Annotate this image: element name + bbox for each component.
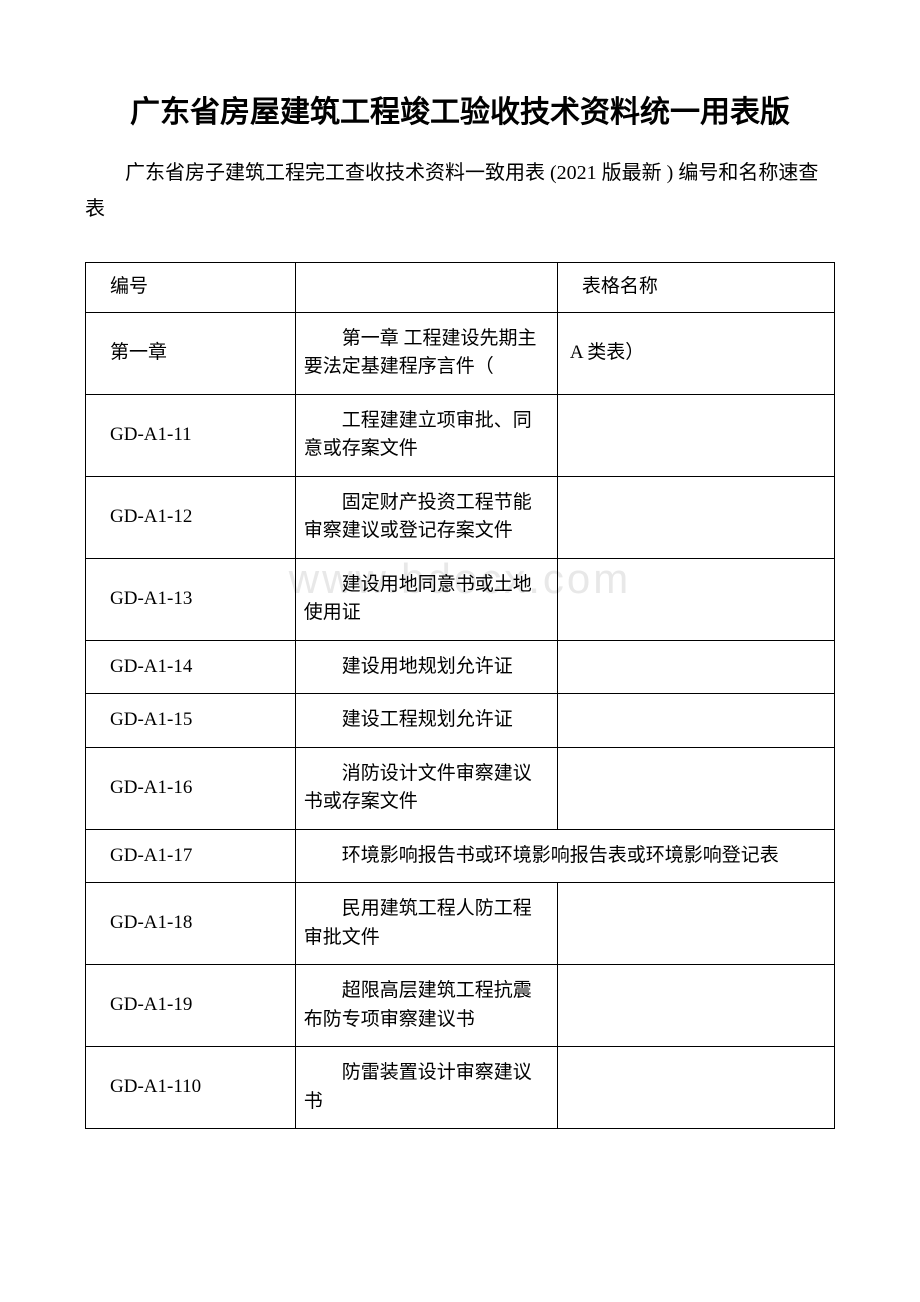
page-title: 广东省房屋建筑工程竣工验收技术资料统一用表版 [85,90,835,135]
header-cell-code: 编号 [86,263,296,313]
header-cell-blank [295,263,557,313]
cell-name [557,883,834,965]
table-row: GD-A1-13建设用地同意书或土地使用证 [86,558,835,640]
cell-name [557,640,834,694]
cell-code: GD-A1-19 [86,965,296,1047]
table-row: GD-A1-18民用建筑工程人防工程审批文件 [86,883,835,965]
cell-name [557,394,834,476]
subtitle: 广东省房子建筑工程完工查收技术资料一致用表 (2021 版最新 ) 编号和名称速… [85,155,835,227]
table-row: GD-A1-17环境影响报告书或环境影响报告表或环境影响登记表 [86,829,835,883]
cell-description: 建设用地同意书或土地使用证 [295,558,557,640]
table-row: 第一章第一章 工程建设先期主要法定基建程序言件（A 类表） [86,312,835,394]
table-row: GD-A1-15建设工程规划允许证 [86,694,835,748]
cell-description: 建设工程规划允许证 [295,694,557,748]
cell-code: GD-A1-11 [86,394,296,476]
cell-description: 环境影响报告书或环境影响报告表或环境影响登记表 [295,829,834,883]
table-row: GD-A1-19超限高层建筑工程抗震布防专项审察建议书 [86,965,835,1047]
cell-code: GD-A1-15 [86,694,296,748]
cell-description: 消防设计文件审察建议书或存案文件 [295,747,557,829]
cell-description: 超限高层建筑工程抗震布防专项审察建议书 [295,965,557,1047]
data-table: 编号 表格名称 第一章第一章 工程建设先期主要法定基建程序言件（A 类表）GD-… [85,262,835,1129]
cell-name [557,476,834,558]
cell-code: GD-A1-13 [86,558,296,640]
cell-code: 第一章 [86,312,296,394]
table-header-row: 编号 表格名称 [86,263,835,313]
table-row: GD-A1-14建设用地规划允许证 [86,640,835,694]
table-row: GD-A1-110防雷装置设计审察建议书 [86,1047,835,1129]
table-row: GD-A1-11工程建建立项审批、同意或存案文件 [86,394,835,476]
cell-name [557,965,834,1047]
cell-code: GD-A1-18 [86,883,296,965]
cell-name [557,1047,834,1129]
cell-code: GD-A1-110 [86,1047,296,1129]
cell-code: GD-A1-12 [86,476,296,558]
cell-code: GD-A1-17 [86,829,296,883]
cell-name [557,558,834,640]
cell-description: 第一章 工程建设先期主要法定基建程序言件（ [295,312,557,394]
cell-description: 工程建建立项审批、同意或存案文件 [295,394,557,476]
table-row: GD-A1-12固定财产投资工程节能审察建议或登记存案文件 [86,476,835,558]
header-cell-name: 表格名称 [557,263,834,313]
table-row: GD-A1-16消防设计文件审察建议书或存案文件 [86,747,835,829]
cell-description: 建设用地规划允许证 [295,640,557,694]
cell-description: 民用建筑工程人防工程审批文件 [295,883,557,965]
cell-name [557,747,834,829]
cell-name: A 类表） [557,312,834,394]
cell-description: 防雷装置设计审察建议书 [295,1047,557,1129]
cell-code: GD-A1-14 [86,640,296,694]
cell-description: 固定财产投资工程节能审察建议或登记存案文件 [295,476,557,558]
cell-name [557,694,834,748]
cell-code: GD-A1-16 [86,747,296,829]
